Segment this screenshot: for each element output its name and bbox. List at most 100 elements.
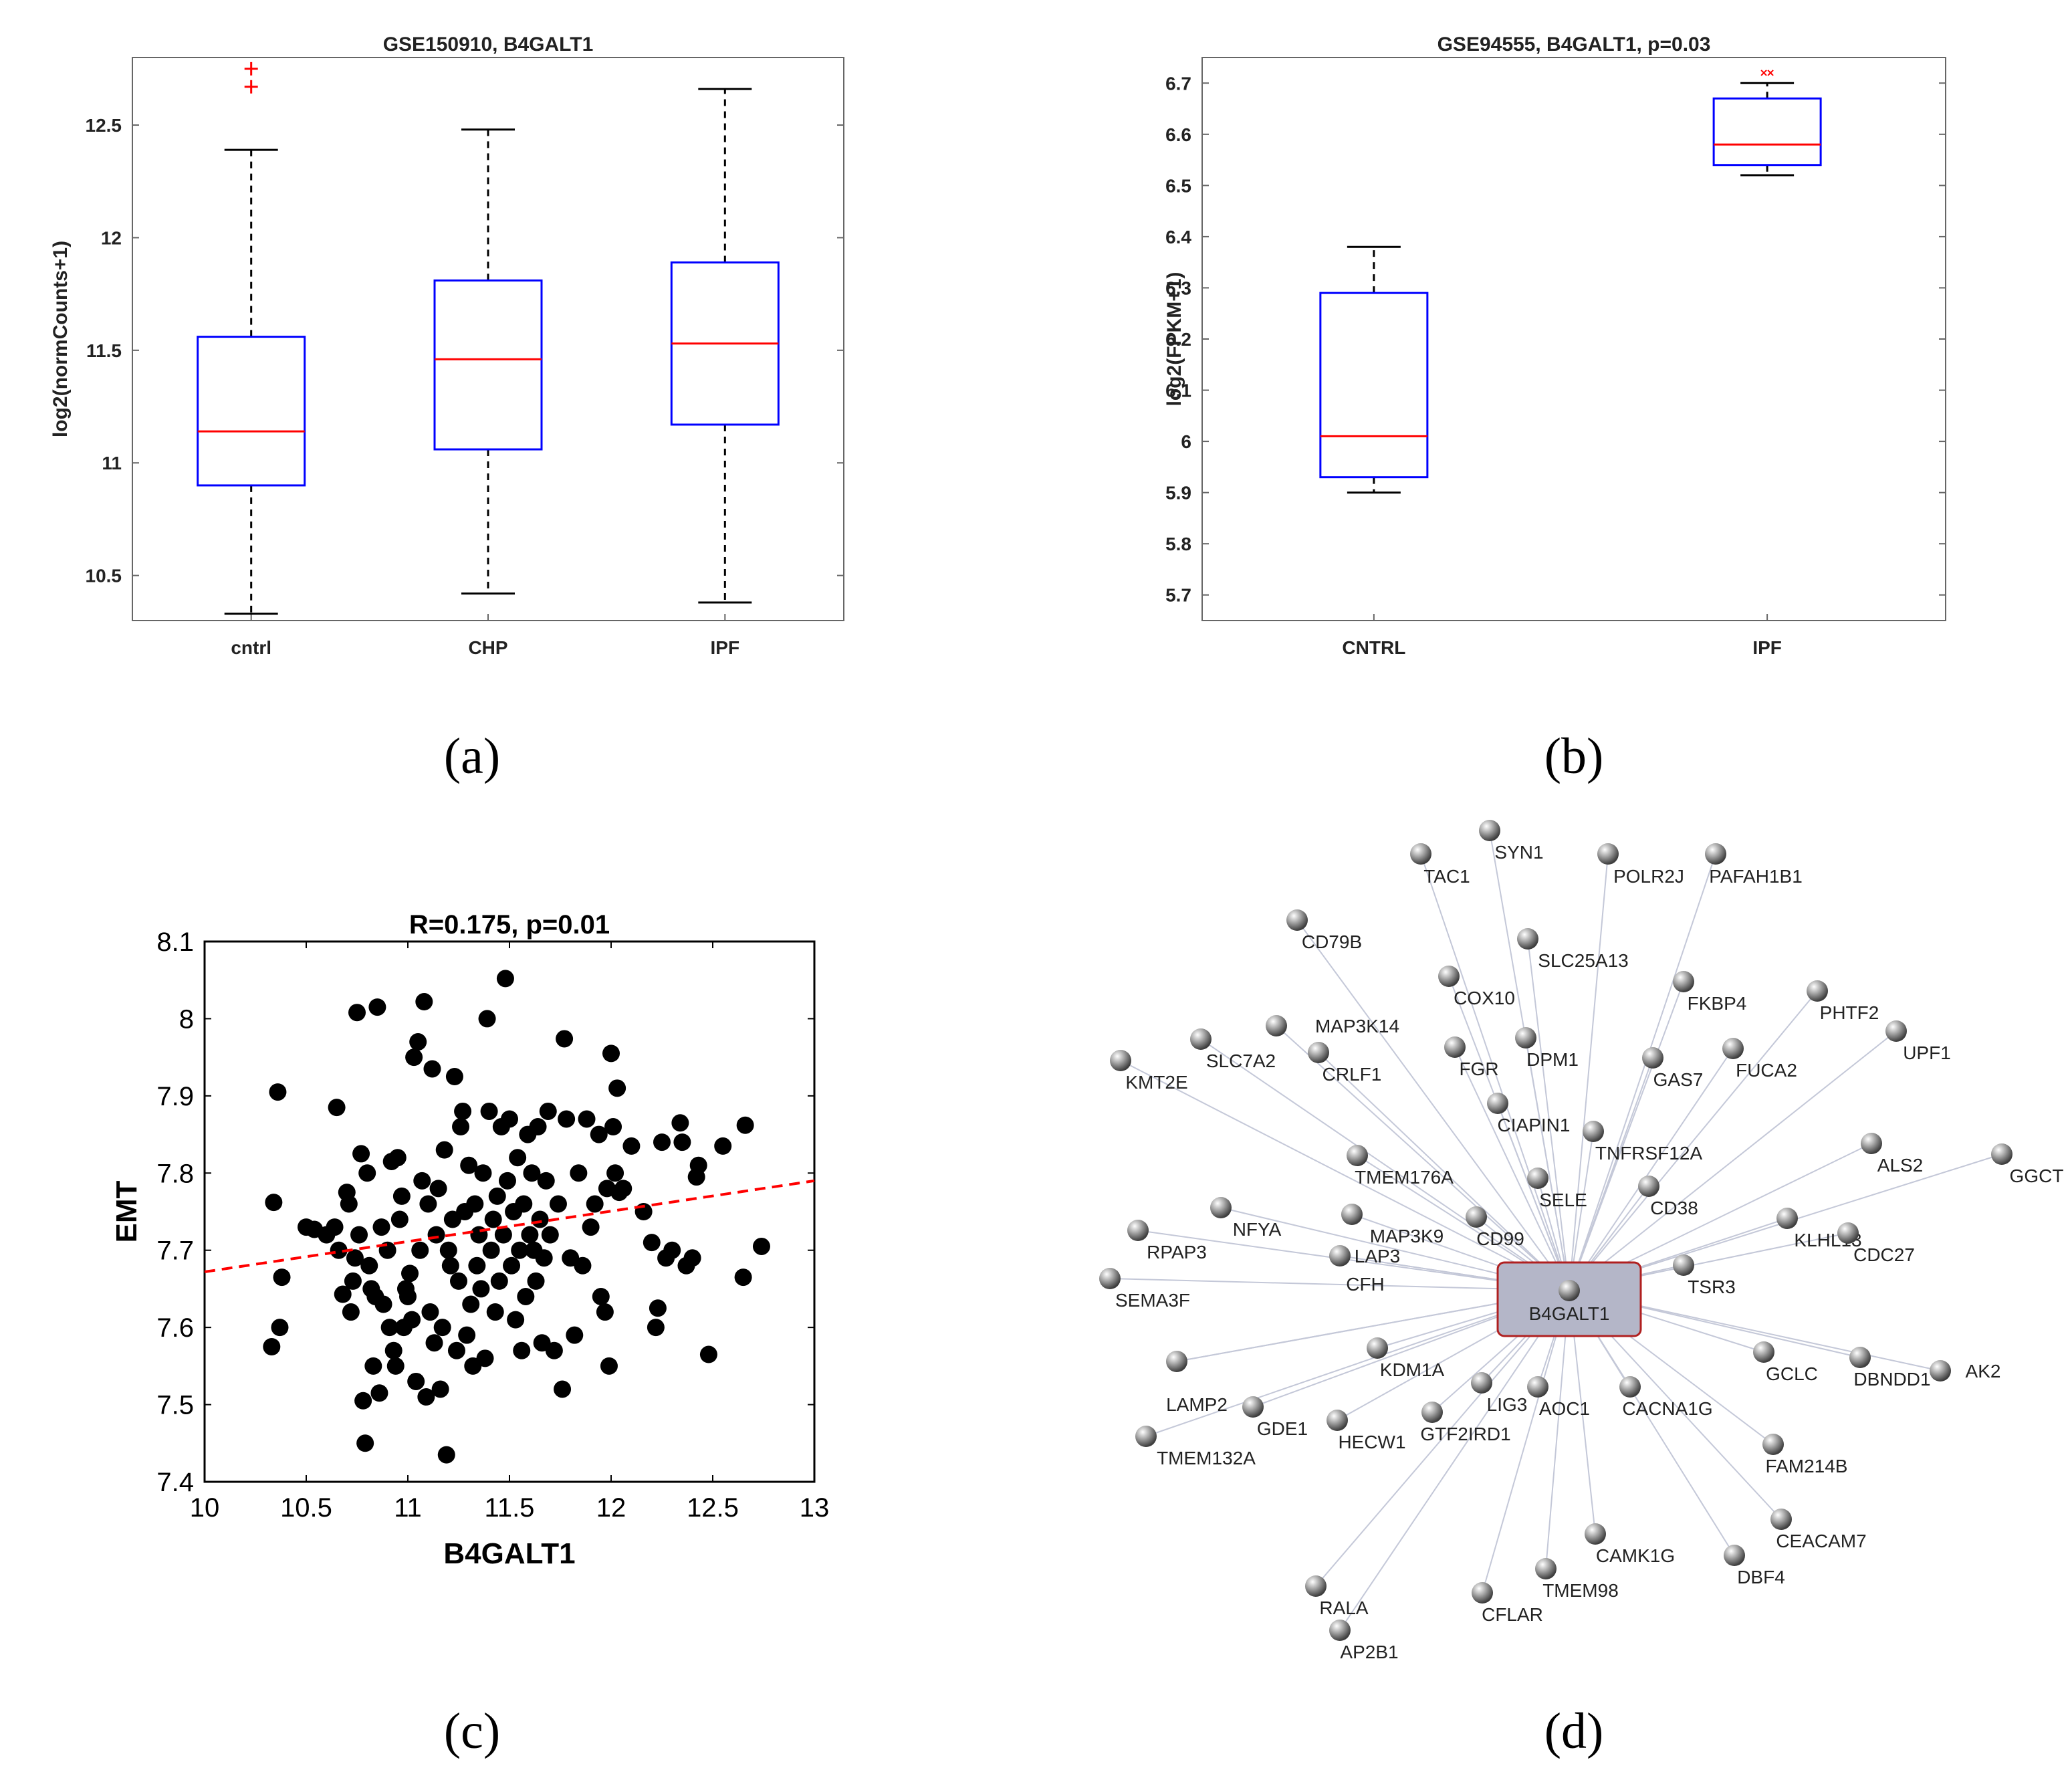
scatter-point xyxy=(273,1268,291,1287)
network-node-label: PAFAH1B1 xyxy=(1709,866,1803,887)
ytick-label: 12 xyxy=(101,227,122,248)
scatter-point xyxy=(423,1060,441,1078)
ytick-label: 11 xyxy=(102,453,122,473)
scatter-point xyxy=(352,1145,370,1163)
scatter-point xyxy=(263,1338,281,1355)
network-node xyxy=(1487,1093,1508,1114)
scatter-point xyxy=(614,1180,632,1198)
network-node xyxy=(1807,980,1828,1002)
scatter-point xyxy=(590,1125,608,1143)
scatter-point xyxy=(699,1345,717,1363)
network-node xyxy=(1266,1015,1287,1036)
network-node xyxy=(1861,1133,1882,1154)
network-node-label: CAMK1G xyxy=(1596,1545,1675,1566)
network-edge xyxy=(1315,1290,1570,1587)
scatter-point xyxy=(582,1218,600,1236)
network-node xyxy=(1638,1176,1659,1197)
network-node-label: POLR2J xyxy=(1613,866,1684,887)
network-node-label: LAMP2 xyxy=(1166,1394,1228,1415)
scatter-point xyxy=(388,1149,407,1167)
scatter-point xyxy=(608,1079,626,1097)
network-node xyxy=(1930,1360,1951,1382)
scatter-point xyxy=(326,1218,344,1236)
network-edge xyxy=(1569,1057,1653,1291)
network-edge xyxy=(1339,1290,1570,1631)
network-node xyxy=(1099,1268,1121,1289)
scatter-point xyxy=(604,1118,622,1136)
scatter-point xyxy=(478,1010,496,1028)
network-node xyxy=(1472,1582,1493,1604)
network-node-label: KMT2E xyxy=(1125,1072,1187,1093)
network-node xyxy=(1619,1376,1641,1398)
network-node-label: FGR xyxy=(1459,1059,1498,1079)
network-node xyxy=(1127,1220,1149,1241)
network-node xyxy=(1305,1575,1327,1597)
scatter-point xyxy=(392,1187,411,1205)
network-node xyxy=(1991,1143,2012,1165)
scatter-point xyxy=(472,1280,490,1298)
scatter-point xyxy=(649,1299,667,1317)
network-edge xyxy=(1497,1103,1570,1291)
scatter-point xyxy=(683,1249,701,1267)
network-node xyxy=(1329,1245,1351,1266)
network-node-label: CFH xyxy=(1346,1274,1385,1295)
scatter-point xyxy=(348,1004,366,1022)
scatter-point xyxy=(480,1102,498,1120)
network-node-label: RPAP3 xyxy=(1147,1242,1207,1262)
scatter-point xyxy=(386,1357,405,1375)
panel-b-title: GSE94555, B4GALT1, p=0.03 xyxy=(1437,33,1711,56)
scatter-point xyxy=(558,1110,576,1128)
network-node-label: FKBP4 xyxy=(1688,993,1747,1014)
network-node xyxy=(1444,1036,1466,1058)
network-node xyxy=(1110,1050,1131,1071)
scatter-point xyxy=(330,1241,348,1259)
panel-b-plot-area xyxy=(1201,57,1946,621)
network-node xyxy=(1762,1434,1784,1455)
scatter-point xyxy=(441,1256,459,1275)
scatter-point xyxy=(496,970,514,988)
scatter-point xyxy=(509,1149,527,1167)
scatter-point xyxy=(521,1226,539,1244)
xtick-label: 12 xyxy=(596,1493,626,1523)
network-node xyxy=(1308,1042,1329,1063)
network-node-label: TNFRSF12A xyxy=(1595,1143,1703,1164)
network-node-label: CD79B xyxy=(1302,931,1362,952)
network-edge xyxy=(1109,1278,1570,1291)
trend-line xyxy=(204,1179,815,1274)
panel-c-title: R=0.175, p=0.01 xyxy=(409,910,610,940)
scatter-point xyxy=(356,1434,374,1452)
outlier-marker xyxy=(244,80,258,94)
scatter-point xyxy=(354,1392,372,1410)
scatter-point xyxy=(600,1357,618,1375)
ytick-label: 8 xyxy=(179,1004,194,1034)
network-node xyxy=(1341,1204,1363,1225)
panel-label-b: (b) xyxy=(1544,728,1604,784)
scatter-point xyxy=(734,1268,752,1287)
scatter-point xyxy=(445,1068,463,1085)
panel-b-ylabel: log2(FPKM+1) xyxy=(1163,272,1185,407)
panel-label-a: (a) xyxy=(444,728,500,784)
network-node xyxy=(1770,1509,1792,1530)
scatter-point xyxy=(513,1341,531,1359)
scatter-point xyxy=(501,1110,518,1128)
scatter-point xyxy=(350,1226,368,1244)
network-node-label: MAP3K9 xyxy=(1370,1226,1444,1246)
scatter-point xyxy=(484,1210,502,1228)
scatter-point xyxy=(431,1380,449,1398)
scatter-point xyxy=(368,998,386,1016)
network-center-label: B4GALT1 xyxy=(1529,1303,1610,1324)
scatter-point xyxy=(653,1133,671,1151)
panel-d-network: SYN1 TAC1 POLR2J PAFAH1B1 CD79B SLC25A13 COX10… xyxy=(1099,820,2063,1662)
scatter-point xyxy=(468,1256,486,1275)
network-node-label: TMEM98 xyxy=(1542,1580,1619,1601)
scatter-point xyxy=(539,1102,557,1120)
xtick-label: CNTRL xyxy=(1342,637,1405,658)
network-node xyxy=(1242,1396,1264,1418)
network-node-label: LAP3 xyxy=(1355,1246,1401,1266)
network-node-label: AOC1 xyxy=(1539,1398,1590,1419)
network-edge xyxy=(1525,1037,1570,1291)
network-node-label: SYN1 xyxy=(1494,842,1543,863)
panel-a-title: GSE150910, B4GALT1 xyxy=(383,33,594,56)
ytick-label: 5.8 xyxy=(1165,534,1191,554)
scatter-point xyxy=(523,1164,541,1182)
